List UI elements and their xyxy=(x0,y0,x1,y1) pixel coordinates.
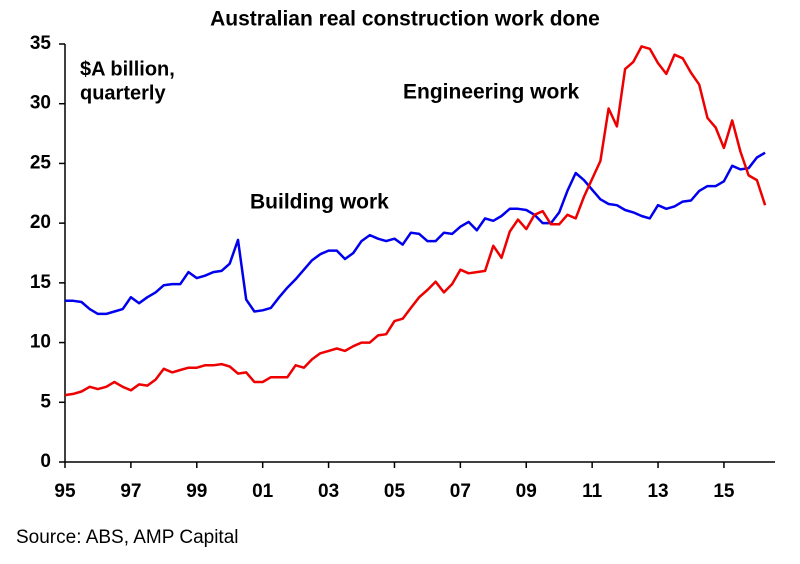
x-tick-label: 05 xyxy=(384,481,406,502)
x-tick-label: 99 xyxy=(186,481,207,502)
x-tick-label: 07 xyxy=(450,481,471,502)
y-tick-label: 0 xyxy=(40,451,51,472)
series-line xyxy=(64,45,767,397)
y-tick-label: 35 xyxy=(30,33,52,54)
y-tick-label: 25 xyxy=(30,152,52,173)
x-tick-label: 09 xyxy=(516,481,537,502)
x-tick-label: 01 xyxy=(252,481,274,502)
x-tick-label: 97 xyxy=(120,481,141,502)
y-tick-label: 15 xyxy=(30,272,52,293)
y-tick-label: 30 xyxy=(30,93,51,114)
x-tick-label: 11 xyxy=(582,481,603,502)
x-tick-label: 13 xyxy=(647,481,668,502)
x-tick-label: 95 xyxy=(54,481,76,502)
series-line xyxy=(65,151,766,316)
units-annotation: quarterly xyxy=(80,82,166,104)
series-label: Engineering work xyxy=(403,81,580,104)
x-tick-label: 03 xyxy=(318,481,339,502)
y-tick-label: 10 xyxy=(30,332,51,353)
y-tick-label: 20 xyxy=(30,212,51,233)
series-label: Building work xyxy=(250,191,389,214)
x-tick-label: 15 xyxy=(713,481,735,502)
y-tick-label: 5 xyxy=(40,391,51,412)
source-note: Source: ABS, AMP Capital xyxy=(16,527,239,548)
units-annotation: $A billion, xyxy=(80,58,175,80)
chart-title: Australian real construction work done xyxy=(210,8,600,31)
